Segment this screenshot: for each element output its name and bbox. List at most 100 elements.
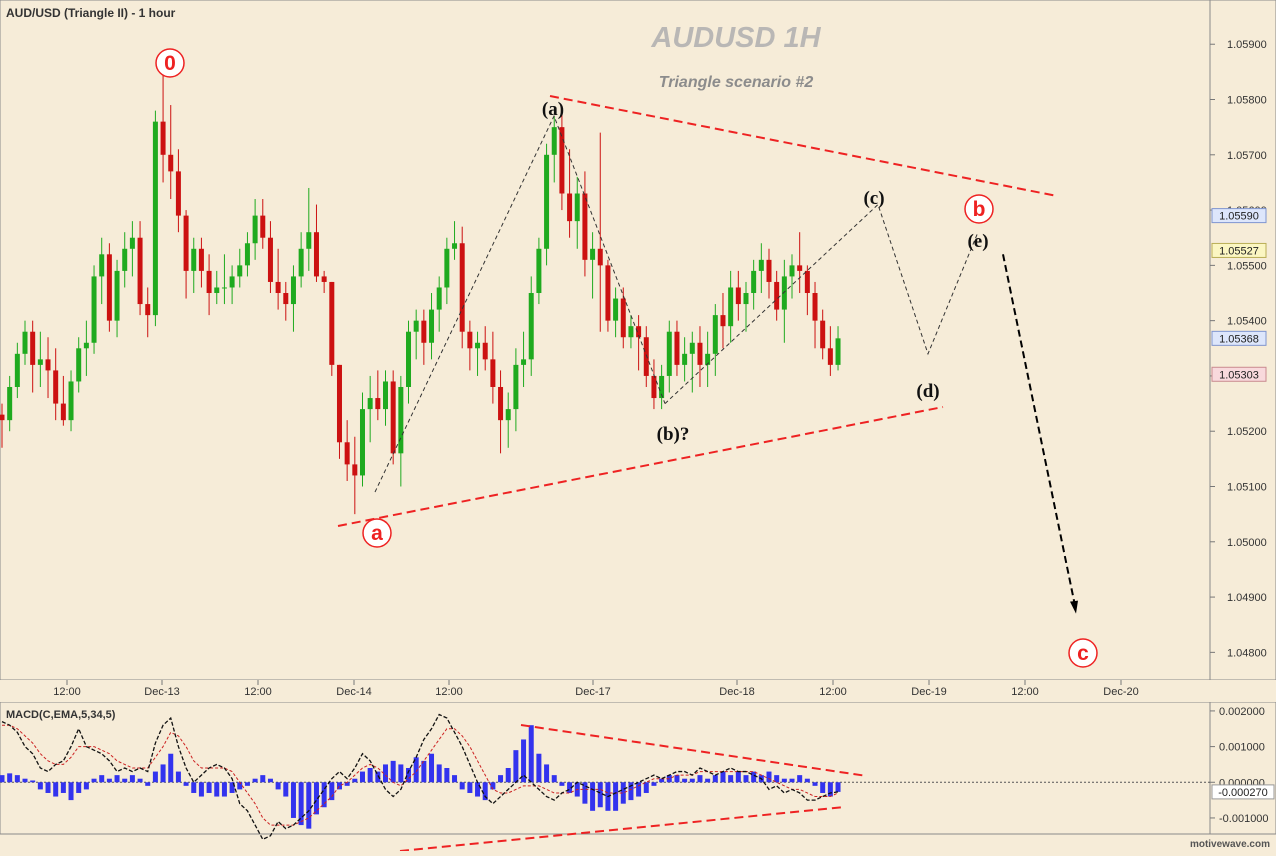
macd-signal-line [2, 724, 839, 826]
candle-down [198, 248, 204, 271]
macd-histogram-bar [298, 782, 304, 826]
candle-up [513, 364, 519, 410]
wave-label-a: a [371, 522, 383, 545]
macd-histogram-bar [22, 778, 28, 783]
macd-histogram-bar [452, 775, 458, 783]
candle-down [375, 398, 381, 410]
macd-last-value: -0.000270 [1218, 787, 1268, 799]
macd-histogram-bar [336, 782, 342, 790]
macd-histogram-bar [651, 782, 657, 786]
candle-up [298, 248, 304, 277]
candle-down [636, 326, 642, 338]
macd-histogram-bar [613, 782, 619, 811]
candle-down [60, 403, 66, 421]
candle-down [45, 359, 51, 371]
candle-up [367, 398, 373, 410]
macd-histogram-bar [375, 771, 381, 783]
time-tick-label: Dec-14 [336, 686, 371, 698]
macd-histogram-bar [597, 782, 603, 808]
candle-up [789, 265, 795, 277]
time-axis-ticks: 12:00 Dec-13 12:00 Dec-14 12:00 Dec-17 Dec-18 1… [53, 680, 1139, 698]
macd-histogram-bar [406, 768, 412, 783]
candle-up [429, 309, 435, 343]
macd-histogram-bar [198, 782, 204, 797]
candle-up [37, 359, 43, 365]
candle-down [206, 270, 212, 294]
wave-label-e: (e) [967, 231, 988, 252]
macd-histogram-bar [475, 782, 481, 797]
price-tick-label: 1.05800 [1227, 95, 1267, 107]
candle-down [53, 370, 59, 404]
candle-down [352, 464, 358, 476]
macd-histogram-bar [835, 782, 841, 792]
candle-up [436, 287, 442, 310]
macd-histogram-bar [252, 778, 258, 783]
time-tick-label: Dec-19 [911, 686, 946, 698]
candle-down [459, 243, 465, 332]
macd-last-value-box [1211, 784, 1275, 800]
macd-tick-label: 0.001000 [1219, 742, 1265, 754]
macd-histogram-bar [467, 782, 473, 793]
macd-histogram-bar [91, 778, 97, 783]
candle-up [743, 293, 749, 305]
macd-histogram-bar [99, 775, 105, 783]
macd-histogram-bar [636, 782, 642, 797]
macd-histogram-bar [774, 775, 780, 783]
macd-histogram-bar [781, 778, 787, 783]
candle-up [666, 331, 672, 376]
candle-down [390, 381, 396, 454]
candle-down [567, 193, 573, 222]
price-tag-label: 1.05303 [1219, 369, 1259, 381]
candle-up [114, 270, 120, 321]
candle-down [620, 298, 626, 338]
candle-up [590, 248, 596, 260]
macd-panel[interactable] [0, 701, 1211, 835]
candle-up [129, 237, 135, 249]
macd-histogram-bar [413, 757, 419, 783]
macd-histogram-bar [643, 782, 649, 793]
price-tick-label: 1.04800 [1227, 647, 1267, 659]
candle-up [290, 276, 296, 305]
macd-histogram-bar [83, 782, 89, 790]
time-tick-label: 12:00 [435, 686, 463, 698]
macd-histogram-bar [122, 778, 128, 783]
candle-up [398, 386, 404, 454]
macd-histogram-bar [160, 764, 166, 783]
wave-label-c: (c) [863, 188, 884, 209]
candle-down [812, 293, 818, 321]
macd-histogram-bar [383, 764, 388, 783]
macd-histogram-bar [751, 771, 757, 783]
candle-up [835, 338, 841, 365]
price-tick-label: 1.05900 [1227, 39, 1267, 51]
macd-histogram-bar [114, 775, 120, 783]
macd-histogram-bar [444, 768, 450, 783]
macd-axis-ticks: 0.0020000.0010000.000000-0.001000-0.0002… [1210, 706, 1275, 825]
macd-histogram-bar [429, 753, 435, 783]
wave-label-circle [1068, 638, 1098, 668]
time-axis-strip[interactable] [0, 680, 1276, 702]
candle-up [452, 243, 458, 249]
price-tag-label: 1.05590 [1219, 211, 1259, 223]
macd-histogram-bar [14, 775, 20, 783]
macd-histogram-bar [275, 782, 281, 790]
candle-down [482, 342, 488, 360]
macd-histogram-bar [260, 775, 266, 783]
time-tick-label: 12:00 [1011, 686, 1039, 698]
candle-up [7, 386, 13, 421]
wave-path-history [374, 114, 666, 493]
chart-subtitle: Triangle scenario #2 [659, 74, 814, 91]
macd-histogram-bar [620, 782, 626, 804]
macd-histogram-bar [567, 782, 573, 793]
candle-down [267, 237, 273, 282]
wave-paths [374, 114, 1078, 614]
candle-up [122, 248, 128, 271]
time-tick-label: Dec-17 [575, 686, 610, 698]
candle-down [797, 265, 803, 271]
price-panel[interactable] [0, 0, 1211, 681]
candle-up [781, 276, 787, 310]
macd-histogram-bar [697, 775, 703, 783]
macd-histogram-bar [505, 768, 511, 783]
candle-down [30, 331, 36, 365]
candle-up [406, 331, 412, 387]
candle-down [766, 259, 772, 282]
